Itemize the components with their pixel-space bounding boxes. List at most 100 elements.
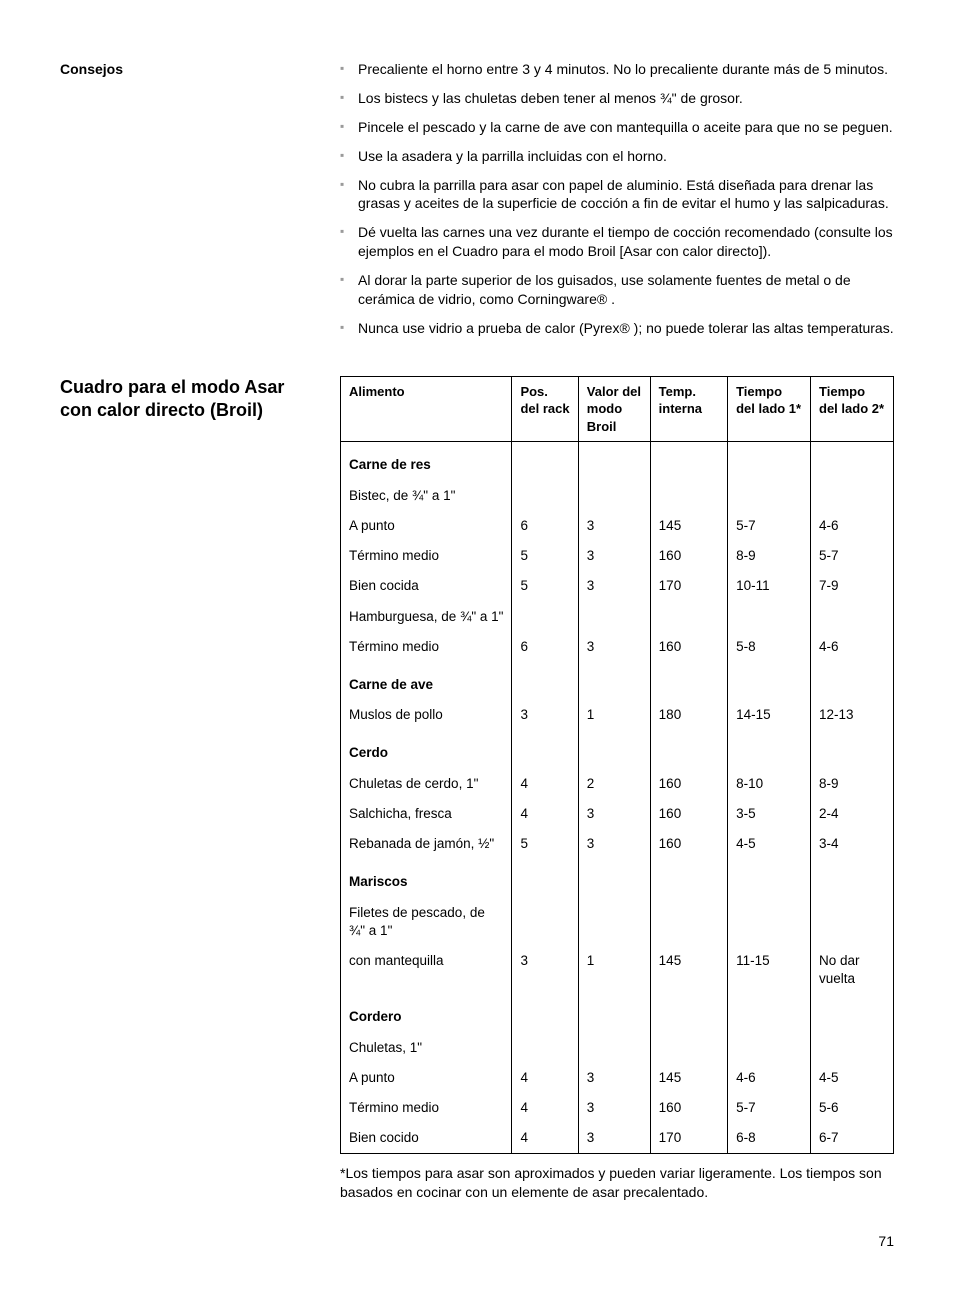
cell-t2 [811,662,894,700]
tip-item: Al dorar la parte superior de los guisad… [340,271,894,309]
tips-heading: Consejos [60,60,300,79]
cell-t1 [728,662,811,700]
cell-temp: 170 [650,571,727,601]
cell-pos [512,442,578,481]
table-row: Carne de ave [341,662,894,700]
tip-item: Los bistecs y las chuletas deben tener a… [340,89,894,108]
th-temp: Temp. interna [650,376,727,442]
cell-t1: 5-7 [728,511,811,541]
cell-food: Chuletas, 1" [341,1033,512,1063]
cell-t2: 2-4 [811,799,894,829]
table-title: Cuadro para el modo Asar con calor direc… [60,376,300,423]
cell-food: Bien cocido [341,1123,512,1154]
cell-val [578,730,650,768]
cell-t1: 14-15 [728,700,811,730]
cell-temp: 160 [650,829,727,859]
cell-pos: 4 [512,799,578,829]
cell-pos: 4 [512,769,578,799]
cell-t1: 8-9 [728,541,811,571]
table-row: A punto431454-64-5 [341,1063,894,1093]
cell-t2: 5-7 [811,541,894,571]
table-row: Carne de res [341,442,894,481]
cell-temp [650,481,727,511]
tip-item: Use la asadera y la parrilla incluidas c… [340,147,894,166]
cell-t2: 12-13 [811,700,894,730]
cell-temp [650,662,727,700]
cell-t2 [811,898,894,946]
cell-val: 3 [578,571,650,601]
cell-val [578,602,650,632]
tips-list-col: Precaliente el horno entre 3 y 4 minutos… [340,60,894,348]
table-col: Alimento Pos. del rack Valor del modo Br… [340,376,894,1202]
th-food: Alimento [341,376,512,442]
cell-food: Término medio [341,541,512,571]
cell-t2: 4-5 [811,1063,894,1093]
tips-section: Consejos Precaliente el horno entre 3 y … [60,60,894,348]
cell-pos [512,859,578,897]
cell-food: Mariscos [341,859,512,897]
tip-item: Dé vuelta las carnes una vez durante el … [340,223,894,261]
table-header-row: Alimento Pos. del rack Valor del modo Br… [341,376,894,442]
cell-food: Término medio [341,632,512,662]
cell-t2 [811,730,894,768]
cell-food: Hamburguesa, de ¾" a 1" [341,602,512,632]
cell-t2: No dar vuelta [811,946,894,994]
cell-temp: 170 [650,1123,727,1154]
table-row: con mantequilla3114511-15No dar vuelta [341,946,894,994]
cell-val: 3 [578,1093,650,1123]
cell-t2 [811,859,894,897]
cell-pos [512,898,578,946]
table-row: Rebanada de jamón, ½"531604-53-4 [341,829,894,859]
cell-pos [512,994,578,1032]
cell-t1 [728,730,811,768]
cell-t2: 6-7 [811,1123,894,1154]
cell-pos [512,662,578,700]
cell-pos: 4 [512,1063,578,1093]
broil-tbody: Carne de resBistec, de ¾" a 1"A punto631… [341,442,894,1154]
table-row: A punto631455-74-6 [341,511,894,541]
cell-val [578,898,650,946]
cell-t1: 4-5 [728,829,811,859]
cell-t2: 8-9 [811,769,894,799]
cell-t2: 4-6 [811,632,894,662]
table-row: Término medio631605-84-6 [341,632,894,662]
cell-food: Chuletas de cerdo, 1" [341,769,512,799]
cell-food: Salchicha, fresca [341,799,512,829]
cell-t2: 5-6 [811,1093,894,1123]
cell-temp: 145 [650,511,727,541]
cell-food: Bistec, de ¾" a 1" [341,481,512,511]
cell-val: 3 [578,632,650,662]
cell-t1: 5-8 [728,632,811,662]
cell-temp [650,730,727,768]
th-val: Valor del modo Broil [578,376,650,442]
table-row: Chuletas, 1" [341,1033,894,1063]
cell-food: Filetes de pescado, de ¾" a 1" [341,898,512,946]
cell-t1: 11-15 [728,946,811,994]
table-row: Bistec, de ¾" a 1" [341,481,894,511]
th-pos: Pos. del rack [512,376,578,442]
page-number: 71 [60,1232,894,1251]
cell-t2: 7-9 [811,571,894,601]
cell-val [578,442,650,481]
cell-pos: 6 [512,511,578,541]
cell-pos [512,730,578,768]
table-row: Filetes de pescado, de ¾" a 1" [341,898,894,946]
cell-t1: 6-8 [728,1123,811,1154]
cell-pos: 3 [512,700,578,730]
cell-temp [650,602,727,632]
cell-food: con mantequilla [341,946,512,994]
cell-val [578,1033,650,1063]
table-row: Bien cocido431706-86-7 [341,1123,894,1154]
cell-pos: 3 [512,946,578,994]
cell-temp: 160 [650,799,727,829]
cell-val: 1 [578,946,650,994]
cell-temp: 180 [650,700,727,730]
table-row: Cerdo [341,730,894,768]
table-row: Cordero [341,994,894,1032]
cell-t1: 10-11 [728,571,811,601]
table-row: Chuletas de cerdo, 1"421608-108-9 [341,769,894,799]
cell-food: Cerdo [341,730,512,768]
tip-item: Precaliente el horno entre 3 y 4 minutos… [340,60,894,79]
table-row: Salchicha, fresca431603-52-4 [341,799,894,829]
cell-val: 3 [578,541,650,571]
